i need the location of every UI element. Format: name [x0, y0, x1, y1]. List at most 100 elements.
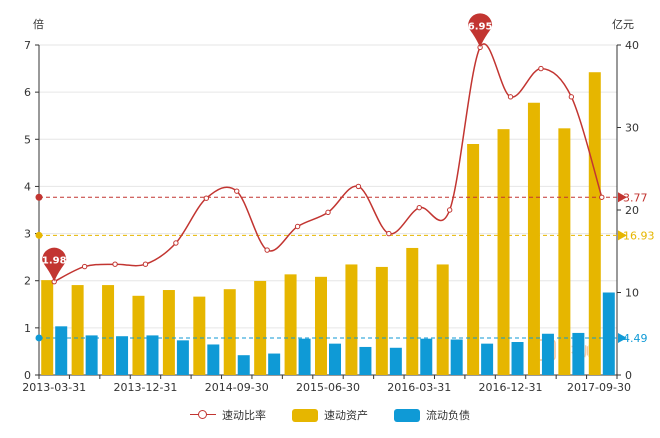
- line-point: [173, 240, 179, 246]
- mark-point-pin-icon: [42, 247, 67, 282]
- legend-box-icon: [394, 408, 420, 422]
- left-axis-tick-label: 2: [24, 275, 31, 288]
- bar-current-liabilities: [481, 343, 494, 375]
- bar-quick-assets: [71, 285, 84, 375]
- x-axis-tick-label: 2013-03-31: [22, 381, 86, 394]
- bar-quick-assets: [102, 285, 115, 375]
- bar-quick-assets: [558, 128, 571, 375]
- bar-current-liabilities: [268, 353, 281, 375]
- left-axis-tick-label: 1: [24, 322, 31, 335]
- chart-canvas: 0 1 2 3 4 5 6 7 0 10 20 30 40 倍 亿元 2013-03-31 2013-12-31…: [22, 13, 655, 394]
- bar-current-liabilities: [298, 338, 311, 375]
- bar-quick-assets: [588, 72, 601, 375]
- right-axis-tick-label: 0: [625, 369, 632, 382]
- x-axis-tick-label: 2017-09-30: [567, 381, 631, 394]
- line-point: [325, 209, 331, 216]
- line-point: [538, 65, 544, 72]
- mark-line-start-dot: [35, 231, 43, 239]
- line-point: [507, 94, 514, 100]
- mark-point-label: 1.98: [42, 256, 67, 267]
- left-axis-tick-label: 7: [24, 39, 31, 52]
- bar-quick-assets: [497, 129, 510, 375]
- left-axis-unit: 倍: [33, 17, 44, 31]
- right-axis-tick-label: 20: [625, 204, 639, 217]
- bar-quick-assets: [406, 247, 419, 375]
- bar-quick-assets: [467, 144, 480, 375]
- mark-point-pin-icon: [468, 13, 493, 48]
- bar-quick-assets: [254, 280, 267, 375]
- bar-quick-assets: [345, 264, 358, 375]
- left-axis-tick-label: 3: [24, 228, 31, 241]
- bar-current-liabilities: [572, 332, 585, 375]
- x-axis-tick-label: 2015-06-30: [296, 381, 360, 394]
- bar-current-liabilities: [602, 292, 615, 375]
- bar-quick-assets: [315, 276, 327, 375]
- bar-quick-assets: [375, 266, 388, 375]
- line-point: [81, 263, 88, 270]
- line-point: [203, 195, 210, 201]
- bar-current-liabilities: [237, 355, 250, 375]
- mark-line-label: 4.49: [623, 332, 648, 345]
- x-axis-tick-label: 2016-03-31: [387, 381, 451, 394]
- mark-line-start-dot: [35, 334, 43, 342]
- line-point: [355, 183, 362, 190]
- line-quick-ratio: [53, 43, 603, 283]
- bar-current-liabilities: [85, 335, 98, 375]
- right-axis-tick-label: 30: [625, 122, 639, 135]
- legend-label-ratio: 速动比率: [222, 409, 266, 422]
- bar-current-liabilities: [511, 342, 524, 375]
- line-point: [386, 230, 392, 237]
- legend-box-icon: [292, 408, 318, 422]
- mark-line-label: 3.77: [623, 191, 648, 204]
- legend-label-quick-assets: 速动资产: [324, 409, 368, 422]
- bar-current-liabilities: [116, 336, 129, 375]
- x-axis-tick-label: 2014-09-30: [205, 381, 269, 394]
- bar-current-liabilities: [146, 335, 159, 375]
- right-axis-tick-label: 10: [625, 287, 639, 300]
- line-point: [568, 94, 575, 100]
- mark-point-label: 6.95: [468, 21, 493, 32]
- bar-current-liabilities: [176, 340, 189, 375]
- line-point: [294, 223, 301, 230]
- bar-current-liabilities: [329, 343, 341, 375]
- bar-quick-assets: [527, 102, 540, 375]
- line-point: [234, 188, 240, 194]
- line-point: [264, 247, 270, 253]
- right-axis-unit: 亿元: [612, 18, 634, 31]
- left-axis-tick-label: 4: [24, 180, 31, 193]
- bar-current-liabilities: [420, 338, 433, 375]
- right-axis-tick-label: 40: [625, 39, 639, 52]
- line-point: [416, 204, 422, 211]
- mark-line-arrow-icon: [618, 192, 627, 203]
- bar-quick-assets: [223, 289, 236, 375]
- left-axis-tick-label: 0: [24, 369, 31, 382]
- legend-item-current-liabilities[interactable]: 流动负债: [394, 407, 470, 423]
- bar-quick-assets: [193, 296, 206, 375]
- bar-current-liabilities: [389, 347, 402, 375]
- bar-quick-assets: [162, 290, 175, 375]
- left-axis-tick-label: 6: [24, 86, 31, 99]
- left-axis-tick-label: 5: [24, 133, 31, 146]
- legend-line-icon: [190, 409, 216, 421]
- mark-line-arrow-icon: [618, 230, 627, 241]
- line-point: [142, 261, 149, 267]
- legend: 速动比率 速动资产 流动负债: [0, 404, 660, 426]
- bar-quick-assets: [436, 264, 449, 375]
- bar-quick-assets: [41, 280, 54, 375]
- mark-line-label: 16.93: [623, 229, 655, 242]
- bar-current-liabilities: [207, 344, 220, 375]
- bar-quick-assets: [284, 274, 297, 375]
- bar-current-liabilities: [450, 339, 463, 375]
- x-axis-tick-label: 2013-12-31: [114, 381, 178, 394]
- bar-current-liabilities: [359, 346, 372, 375]
- mark-line-arrow-icon: [618, 332, 627, 343]
- line-point: [446, 207, 453, 213]
- x-axis-tick-label: 2016-12-31: [479, 381, 543, 394]
- bar-current-liabilities: [55, 326, 68, 375]
- legend-item-ratio[interactable]: 速动比率: [190, 407, 266, 423]
- legend-item-quick-assets[interactable]: 速动资产: [292, 407, 368, 423]
- line-point: [599, 194, 605, 200]
- bar-current-liabilities: [541, 333, 554, 375]
- bar-quick-assets: [132, 295, 145, 375]
